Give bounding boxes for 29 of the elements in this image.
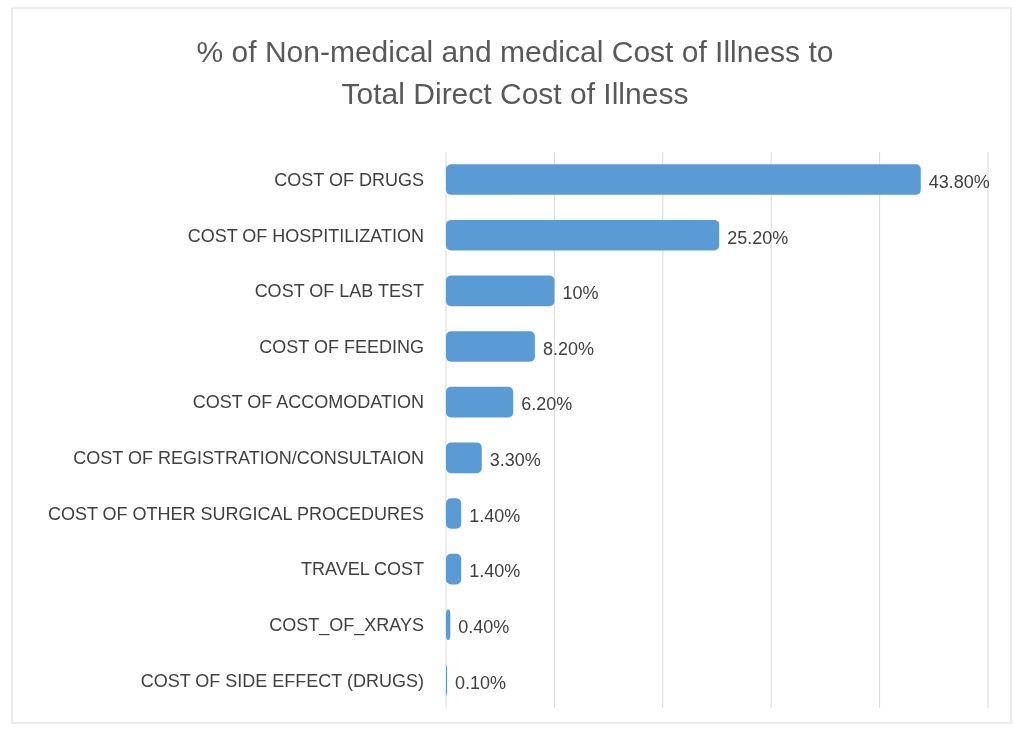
y-tick-label: COST OF ACCOMODATION bbox=[192, 392, 424, 413]
bar bbox=[446, 164, 921, 195]
y-tick-label: COST OF LAB TEST bbox=[254, 281, 424, 302]
data-label: 25.20% bbox=[727, 227, 789, 248]
bar bbox=[446, 331, 535, 362]
y-tick-label: COST_OF_XRAYS bbox=[269, 615, 424, 637]
y-tick-label: COST OF FEEDING bbox=[259, 336, 424, 357]
data-label: 6.20% bbox=[521, 394, 573, 415]
chart-title: % of Non-medical and medical Cost of Illness to Total Direct Cost of Illness bbox=[196, 35, 834, 110]
bar bbox=[446, 386, 514, 418]
y-tick-label: COST OF OTHER SURGICAL PROCEDURES bbox=[47, 503, 424, 524]
data-label: 0.40% bbox=[458, 617, 510, 638]
bar bbox=[446, 442, 482, 474]
y-tick-label: COST OF SIDE EFFECT (DRUGS) bbox=[140, 670, 424, 691]
bar bbox=[446, 219, 720, 251]
data-label: 0.10% bbox=[455, 672, 507, 693]
y-tick-label: COST OF HOSPITILIZATION bbox=[187, 225, 424, 246]
data-label: 43.80% bbox=[928, 171, 990, 192]
data-label: 8.20% bbox=[542, 338, 594, 359]
data-label: 10% bbox=[562, 283, 599, 304]
bar bbox=[446, 275, 555, 307]
y-tick-label: TRAVEL COST bbox=[300, 559, 424, 580]
data-label: 1.40% bbox=[469, 505, 521, 526]
data-label: 1.40% bbox=[469, 561, 521, 582]
y-tick-label: COST OF DRUGS bbox=[274, 169, 424, 190]
bar bbox=[446, 553, 462, 585]
bar bbox=[446, 498, 462, 529]
data-label: 3.30% bbox=[489, 450, 541, 471]
y-tick-label: COST OF REGISTRATION/CONSULTAION bbox=[73, 448, 424, 469]
